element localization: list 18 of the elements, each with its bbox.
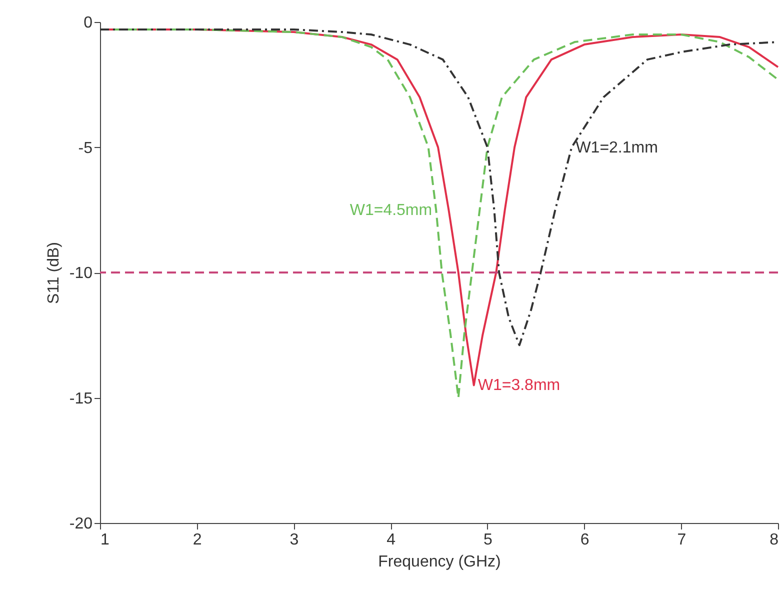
x-tick-label: 5 bbox=[483, 532, 492, 548]
x-tick-label: 4 bbox=[386, 532, 396, 548]
x-tick-label: 2 bbox=[192, 532, 202, 548]
x-axis-title: Frequency (GHz) bbox=[378, 554, 501, 570]
annotation: W1=4.5mm bbox=[350, 202, 432, 219]
annotation: W1=3.8mm bbox=[478, 377, 560, 394]
y-axis-title: S11 (dB) bbox=[45, 242, 62, 304]
x-tick-label: 6 bbox=[580, 532, 590, 548]
y-tick-label: -20 bbox=[69, 516, 93, 532]
x-tick-label: 7 bbox=[677, 532, 686, 548]
x-tick-label: 3 bbox=[290, 532, 299, 548]
y-tick-label: -15 bbox=[69, 390, 93, 408]
y-tick-label: -10 bbox=[69, 265, 93, 282]
y-tick-label: -5 bbox=[78, 140, 93, 157]
y-tick-label: 0 bbox=[84, 14, 93, 32]
x-tick-label: 1 bbox=[100, 532, 110, 548]
annotation: W1=2.1mm bbox=[576, 139, 658, 156]
x-tick-label: 8 bbox=[770, 532, 779, 548]
